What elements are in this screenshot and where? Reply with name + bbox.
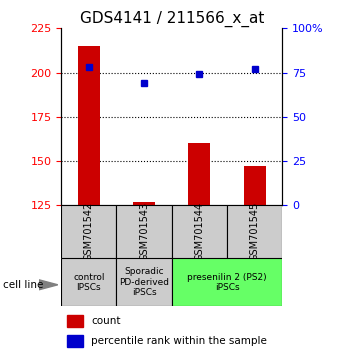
Text: GSM701543: GSM701543 bbox=[139, 202, 149, 262]
Bar bbox=[133, 202, 155, 205]
Bar bbox=[78, 46, 100, 205]
Bar bbox=[61, 258, 116, 306]
Text: GSM701545: GSM701545 bbox=[250, 202, 259, 262]
Polygon shape bbox=[39, 280, 58, 290]
Text: Sporadic
PD-derived
iPSCs: Sporadic PD-derived iPSCs bbox=[119, 267, 169, 297]
Bar bbox=[172, 258, 282, 306]
Bar bbox=[188, 143, 210, 205]
Text: GSM701544: GSM701544 bbox=[194, 202, 204, 262]
Title: GDS4141 / 211566_x_at: GDS4141 / 211566_x_at bbox=[80, 11, 264, 27]
Bar bbox=[116, 258, 172, 306]
Text: percentile rank within the sample: percentile rank within the sample bbox=[91, 336, 267, 346]
Bar bbox=[67, 315, 83, 327]
Bar bbox=[227, 205, 282, 258]
Bar bbox=[172, 205, 227, 258]
Text: GSM701542: GSM701542 bbox=[84, 202, 94, 262]
Bar bbox=[61, 205, 116, 258]
Text: control
IPSCs: control IPSCs bbox=[73, 273, 105, 292]
Bar bbox=[243, 166, 266, 205]
Text: count: count bbox=[91, 316, 121, 326]
Bar bbox=[67, 335, 83, 347]
Bar bbox=[116, 205, 172, 258]
Text: presenilin 2 (PS2)
iPSCs: presenilin 2 (PS2) iPSCs bbox=[187, 273, 267, 292]
Text: cell line: cell line bbox=[3, 280, 44, 290]
